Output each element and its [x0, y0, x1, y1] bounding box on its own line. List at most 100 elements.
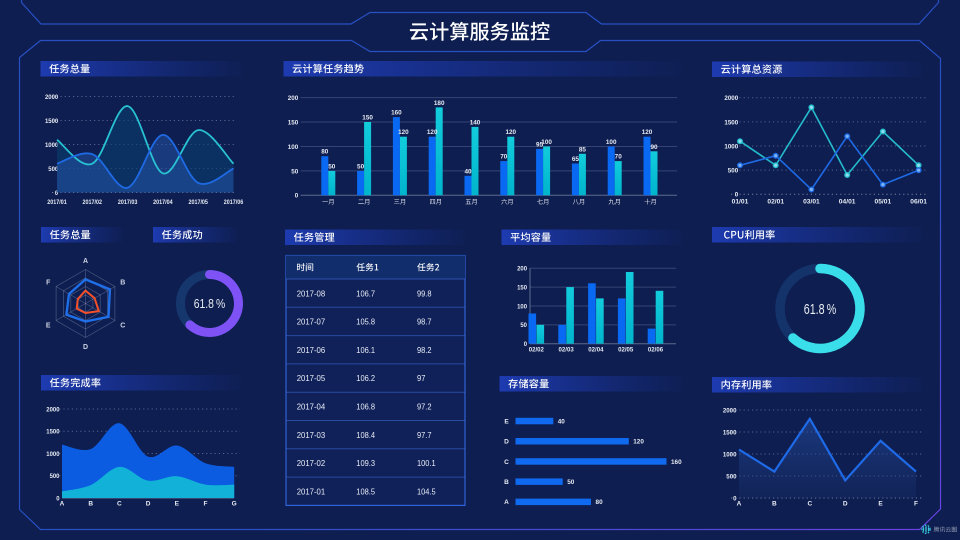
- svg-text:140: 140: [470, 119, 481, 126]
- svg-text:2017/02: 2017/02: [83, 199, 103, 206]
- svg-text:104.5: 104.5: [417, 486, 436, 496]
- svg-text:120: 120: [633, 439, 644, 446]
- svg-text:0: 0: [55, 190, 59, 197]
- svg-text:61.8 %: 61.8 %: [804, 301, 837, 318]
- svg-text:D: D: [146, 501, 151, 508]
- svg-text:2017-03: 2017-03: [297, 430, 326, 440]
- svg-text:02/01: 02/01: [767, 199, 784, 206]
- svg-text:0: 0: [56, 495, 60, 502]
- svg-text:2017-02: 2017-02: [297, 458, 326, 468]
- svg-text:2000: 2000: [724, 95, 738, 102]
- svg-text:2000: 2000: [45, 94, 59, 101]
- svg-text:120: 120: [398, 129, 409, 136]
- svg-text:02/03: 02/03: [559, 347, 575, 354]
- svg-text:2017-01: 2017-01: [297, 486, 326, 496]
- svg-text:B: B: [772, 501, 777, 508]
- svg-text:A: A: [83, 258, 88, 265]
- svg-text:2000: 2000: [46, 406, 60, 413]
- svg-text:2017-05: 2017-05: [297, 373, 326, 383]
- svg-text:500: 500: [50, 473, 60, 480]
- svg-text:E: E: [878, 501, 883, 508]
- svg-text:1500: 1500: [46, 429, 60, 436]
- svg-text:160: 160: [391, 110, 402, 117]
- svg-text:04/01: 04/01: [839, 199, 856, 206]
- svg-text:0: 0: [524, 341, 528, 348]
- svg-text:100.1: 100.1: [417, 458, 436, 468]
- svg-text:105.8: 105.8: [356, 317, 375, 327]
- svg-text:02/04: 02/04: [588, 347, 604, 354]
- svg-text:B: B: [504, 479, 509, 486]
- svg-text:2017-08: 2017-08: [297, 288, 326, 298]
- svg-text:106.2: 106.2: [356, 373, 375, 383]
- svg-text:B: B: [120, 280, 125, 287]
- svg-text:97.7: 97.7: [417, 430, 432, 440]
- svg-text:500: 500: [728, 168, 739, 175]
- svg-text:D: D: [83, 344, 88, 351]
- svg-text:97: 97: [417, 373, 426, 383]
- svg-text:02/02: 02/02: [529, 347, 545, 354]
- svg-text:40: 40: [464, 168, 471, 175]
- svg-text:01/01: 01/01: [732, 199, 749, 206]
- svg-text:40: 40: [558, 418, 565, 425]
- svg-text:80: 80: [321, 149, 328, 156]
- svg-text:98.2: 98.2: [417, 345, 432, 355]
- svg-text:50: 50: [328, 163, 335, 170]
- svg-text:150: 150: [517, 284, 527, 291]
- svg-text:A: A: [737, 501, 742, 508]
- svg-text:50: 50: [520, 322, 527, 329]
- svg-text:97.2: 97.2: [417, 401, 432, 411]
- svg-text:2000: 2000: [723, 407, 737, 414]
- svg-text:50: 50: [357, 163, 364, 170]
- svg-text:2017/06: 2017/06: [224, 199, 244, 206]
- svg-text:C: C: [120, 323, 125, 330]
- svg-text:200: 200: [288, 95, 299, 102]
- svg-text:A: A: [60, 501, 65, 508]
- svg-text:G: G: [232, 501, 237, 508]
- svg-text:61.8 %: 61.8 %: [194, 296, 226, 311]
- svg-text:80: 80: [596, 499, 603, 506]
- svg-text:1500: 1500: [723, 429, 737, 436]
- svg-text:50: 50: [567, 479, 574, 486]
- svg-text:150: 150: [362, 115, 373, 122]
- svg-text:98.7: 98.7: [417, 317, 432, 327]
- svg-text:106.7: 106.7: [356, 288, 375, 298]
- svg-text:F: F: [914, 501, 918, 508]
- svg-text:100: 100: [541, 139, 552, 146]
- svg-text:D: D: [504, 439, 509, 446]
- svg-text:C: C: [807, 501, 812, 508]
- svg-text:2017-07: 2017-07: [297, 317, 326, 327]
- svg-text:90: 90: [650, 144, 657, 151]
- svg-text:B: B: [88, 501, 93, 508]
- svg-text:2017/03: 2017/03: [118, 199, 138, 206]
- svg-text:106.8: 106.8: [356, 401, 375, 411]
- svg-text:50: 50: [291, 168, 298, 175]
- svg-text:100: 100: [606, 139, 617, 146]
- svg-text:D: D: [843, 501, 848, 508]
- svg-text:1000: 1000: [723, 451, 737, 458]
- svg-text:120: 120: [506, 129, 517, 136]
- svg-text:160: 160: [671, 459, 682, 466]
- svg-text:100: 100: [288, 144, 299, 151]
- svg-text:2017-04: 2017-04: [297, 401, 326, 411]
- svg-text:65: 65: [572, 156, 579, 163]
- svg-text:05/01: 05/01: [875, 199, 892, 206]
- svg-text:2017/05: 2017/05: [188, 199, 208, 206]
- svg-text:108.5: 108.5: [356, 486, 375, 496]
- svg-text:2017/04: 2017/04: [153, 199, 173, 206]
- svg-text:A: A: [504, 499, 509, 506]
- svg-text:180: 180: [434, 100, 445, 107]
- svg-text:150: 150: [288, 119, 299, 126]
- svg-text:0: 0: [735, 192, 739, 199]
- svg-text:1500: 1500: [45, 118, 59, 125]
- svg-text:1500: 1500: [724, 119, 738, 126]
- svg-text:0: 0: [295, 193, 299, 200]
- svg-text:85: 85: [579, 146, 586, 153]
- svg-text:2017/01: 2017/01: [47, 199, 67, 206]
- svg-text:99.8: 99.8: [417, 288, 432, 298]
- svg-text:C: C: [504, 459, 509, 466]
- svg-text:C: C: [117, 501, 122, 508]
- svg-text:100: 100: [517, 303, 527, 310]
- svg-text:F: F: [46, 280, 51, 287]
- svg-text:500: 500: [48, 166, 58, 173]
- svg-text:0: 0: [733, 495, 737, 502]
